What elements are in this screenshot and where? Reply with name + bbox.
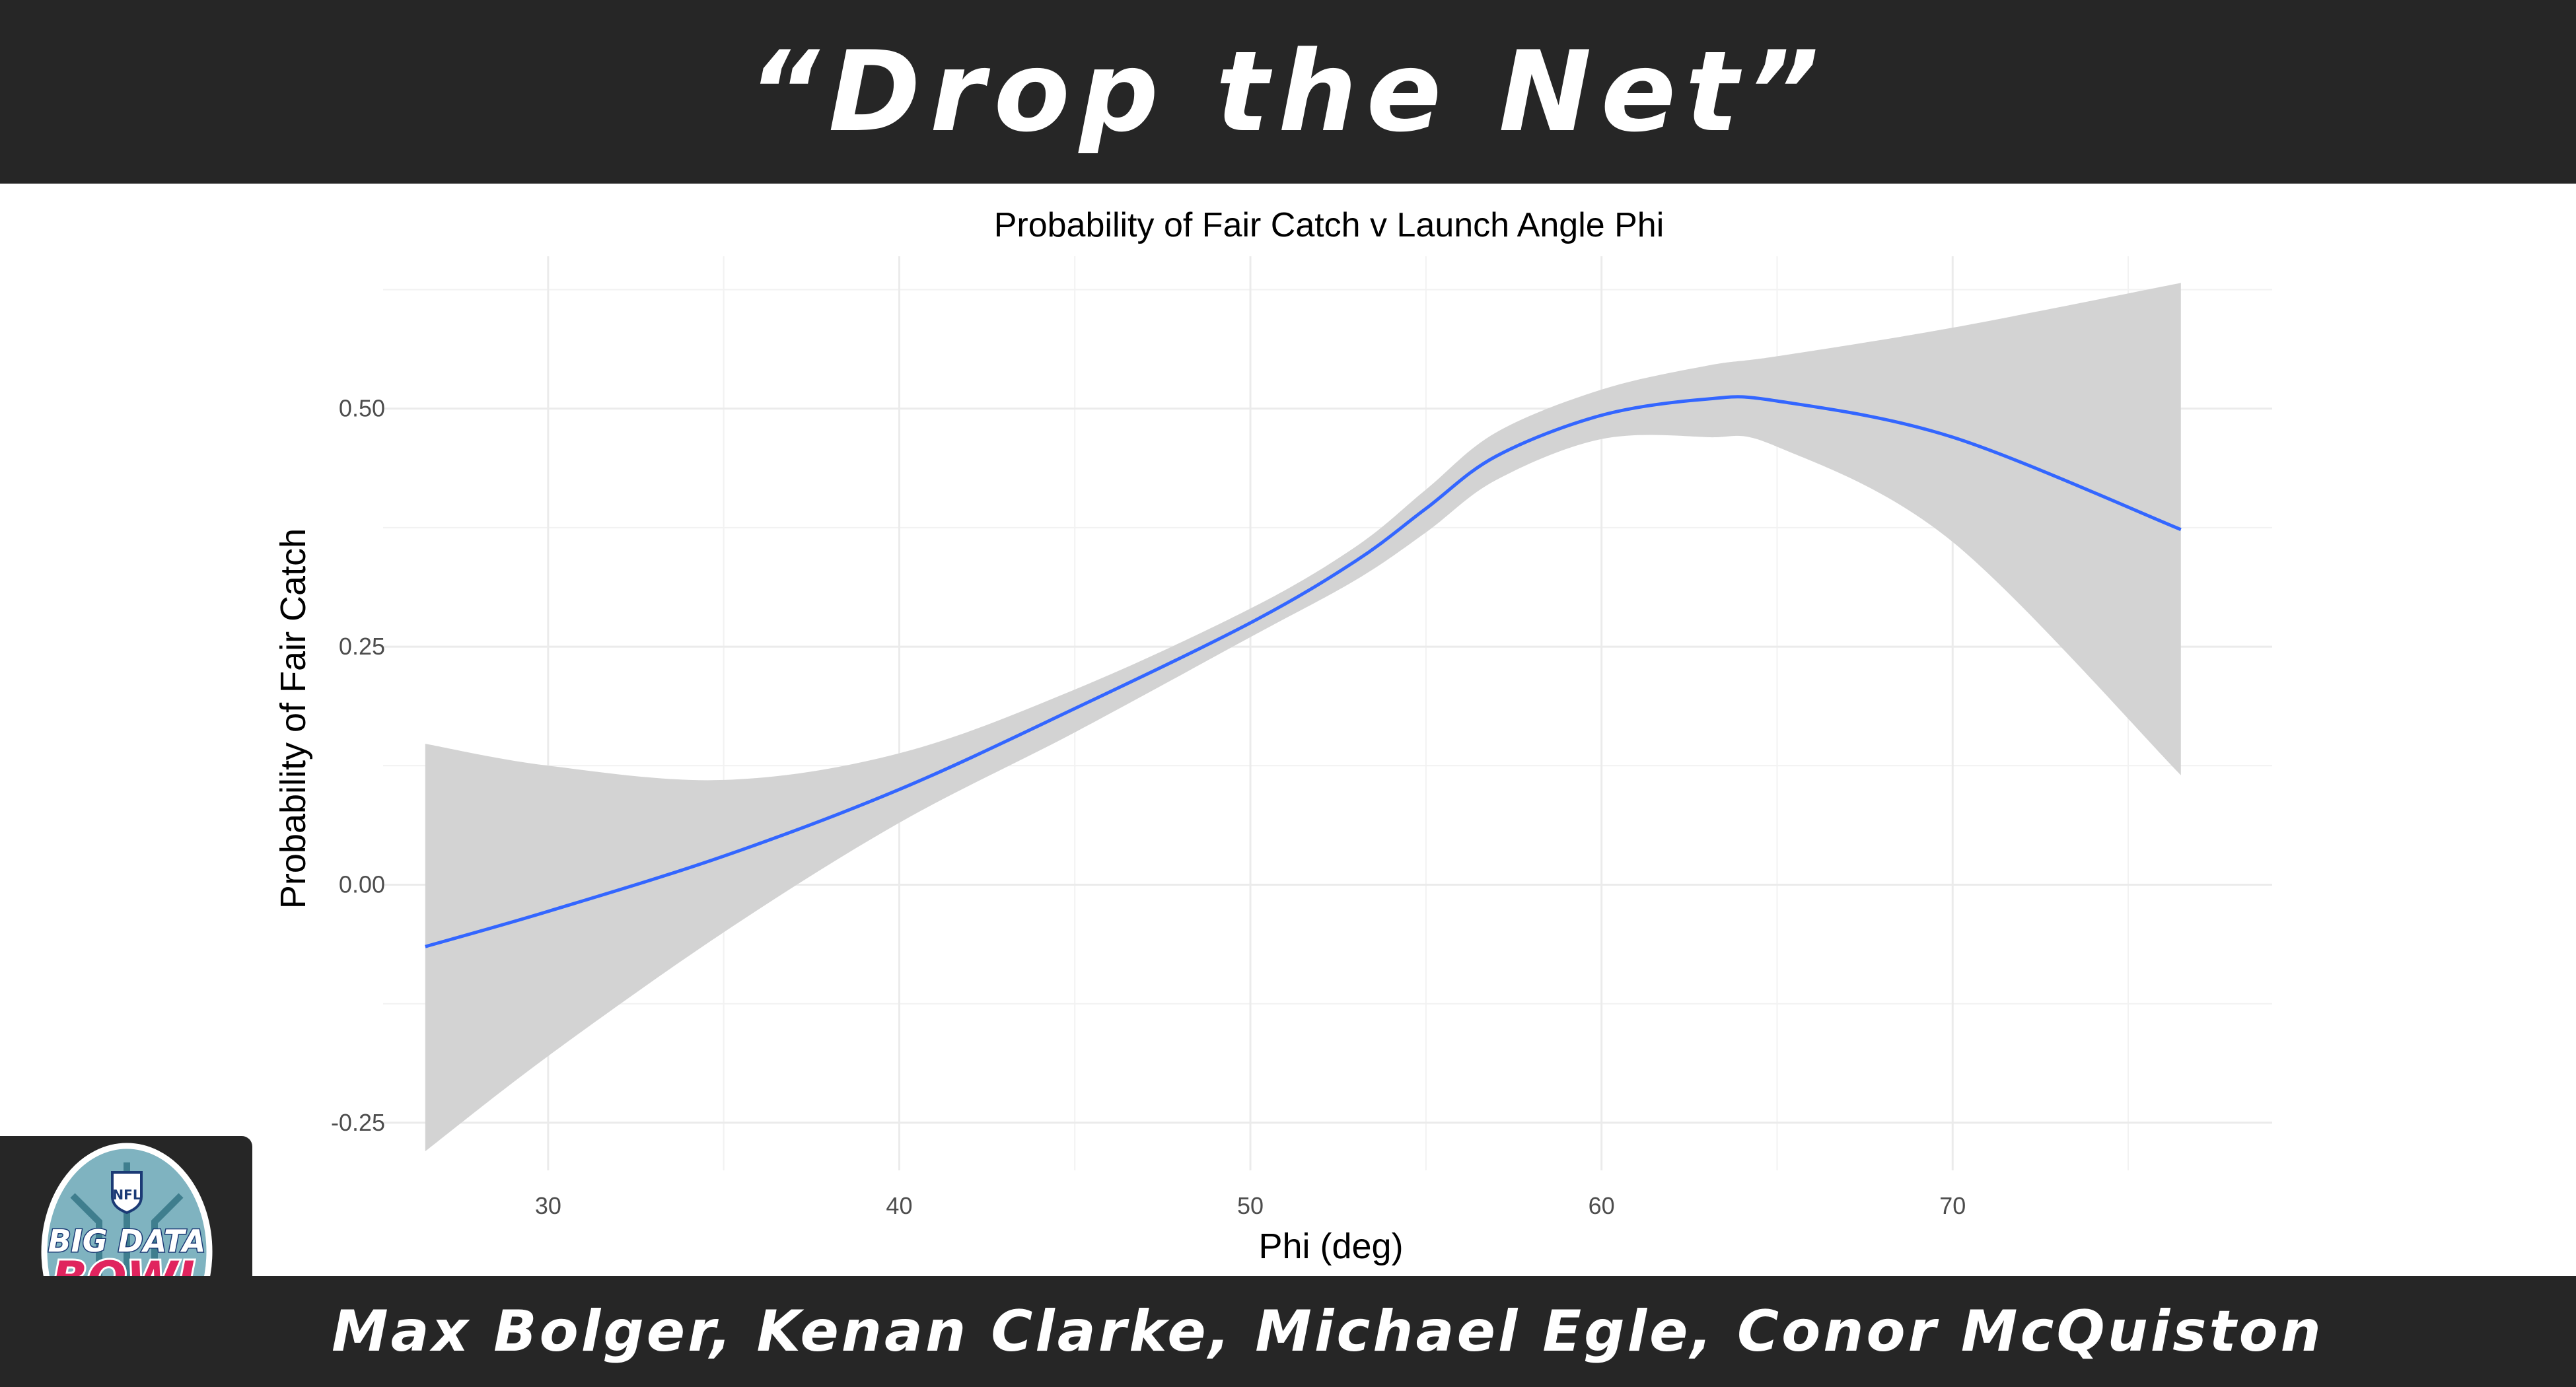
- x-tick-label: 50: [1237, 1192, 1264, 1219]
- y-tick-labels: -0.25 0.00 0.25 0.50: [331, 395, 385, 1136]
- y-tick-label: 0.50: [339, 395, 385, 422]
- y-tick-label: 0.25: [339, 633, 385, 660]
- authors-banner: Max Bolger, Kenan Clarke, Michael Egle, …: [0, 1276, 2576, 1387]
- x-tick-label: 30: [535, 1192, 561, 1219]
- y-axis-label: Probability of Fair Catch: [273, 528, 313, 909]
- logo-text-line1: BIG DATA: [48, 1223, 206, 1259]
- page-title: “Drop the Net”: [747, 27, 1829, 157]
- series-line: [425, 395, 2182, 948]
- x-tick-label: 40: [886, 1192, 912, 1219]
- authors-text: Max Bolger, Kenan Clarke, Michael Egle, …: [332, 1298, 2324, 1365]
- confidence-band: [425, 283, 2181, 1152]
- major-gridlines: [383, 256, 2272, 1170]
- nfl-shield-icon: [111, 1171, 143, 1215]
- x-tick-label: 60: [1589, 1192, 1615, 1219]
- x-tick-label: 70: [1939, 1192, 1966, 1219]
- title-banner: “Drop the Net”: [0, 0, 2576, 184]
- x-tick-labels: 30 40 50 60 70: [535, 1192, 1966, 1219]
- y-tick-label: -0.25: [331, 1109, 385, 1136]
- chart: 30 40 50 60 70 -0.25 0.00 0.25 0.50 Probability…: [273, 206, 2272, 1266]
- x-axis-label: Phi (deg): [1258, 1227, 1403, 1266]
- chart-title: Probability of Fair Catch v Launch Angle…: [994, 206, 1664, 244]
- logo-badge: NFL: [112, 1187, 141, 1203]
- y-tick-label: 0.00: [339, 871, 385, 898]
